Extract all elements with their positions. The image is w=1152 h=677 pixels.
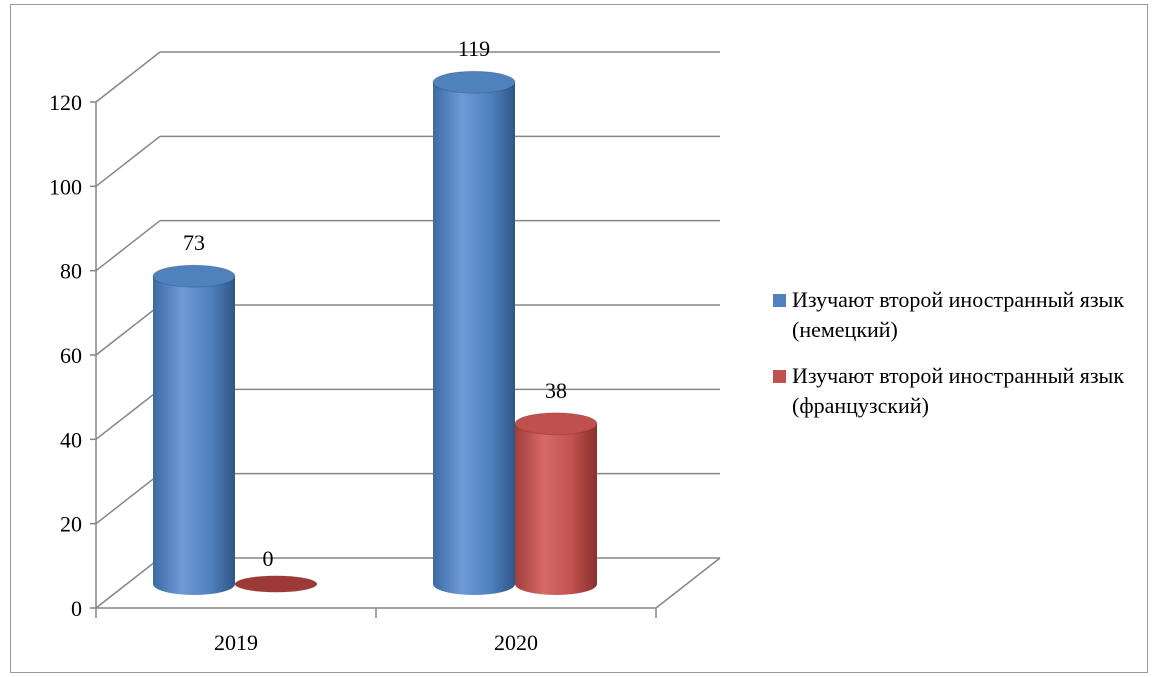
- data-label-french-2020: 38: [545, 378, 567, 403]
- legend: Изучают второй иностранный язык (немецки…: [773, 285, 1143, 437]
- wall-line-120: [95, 51, 161, 103]
- wall-line-80: [95, 220, 161, 272]
- bar-german-2020: [433, 82, 515, 595]
- bar-german-2019: [153, 276, 235, 595]
- data-label-french-2019: 0: [263, 546, 274, 571]
- legend-swatch-german: [773, 294, 786, 307]
- y-tick-label-100: 100: [49, 174, 82, 199]
- x-tick-label-2019: 2019: [214, 630, 258, 655]
- y-tick-label-120: 120: [49, 90, 82, 115]
- wall-line-20: [95, 473, 161, 525]
- legend-label-german: Изучают второй иностранный язык (немецки…: [792, 287, 1125, 342]
- y-tick-label-80: 80: [60, 259, 82, 284]
- x-tick-label-2020: 2020: [494, 630, 538, 655]
- y-tick-label-20: 20: [60, 512, 82, 537]
- y-tick-label-60: 60: [60, 343, 82, 368]
- data-label-german-2019: 73: [183, 230, 205, 255]
- y-tick-label-40: 40: [60, 427, 82, 452]
- bar-french-2020-top: [514, 412, 598, 436]
- labels: 0 20 40 60 80 100 120 2019 2020 73 119 0 38: [49, 36, 567, 655]
- bar-german-2020-top: [432, 70, 516, 94]
- bar-french-2020: [515, 423, 597, 595]
- legend-label-french: Изучают второй иностранный язык (француз…: [792, 363, 1125, 418]
- wall-line-40: [95, 388, 161, 440]
- legend-swatch-french: [773, 370, 786, 383]
- wall-line-100: [95, 135, 161, 187]
- bars: [152, 70, 598, 595]
- wall-line-60: [95, 304, 161, 356]
- bar-french-2019: [235, 575, 317, 593]
- bar-german-2019-top: [152, 264, 236, 288]
- wall-line-0: [95, 557, 161, 609]
- floor-right-edge: [655, 557, 721, 609]
- legend-item-french: Изучают второй иностранный язык (француз…: [773, 361, 1143, 421]
- legend-item-german: Изучают второй иностранный язык (немецки…: [773, 285, 1143, 345]
- data-label-german-2020: 119: [458, 36, 490, 61]
- y-tick-label-0: 0: [71, 596, 82, 621]
